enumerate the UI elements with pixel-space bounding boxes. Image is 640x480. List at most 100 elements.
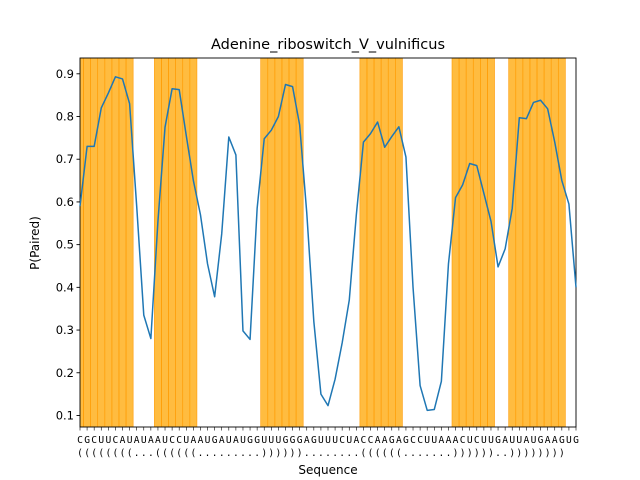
structure-char: .	[212, 448, 218, 459]
sequence-char: C	[368, 435, 374, 446]
structure-char: .	[339, 448, 345, 459]
paired-band	[557, 58, 566, 427]
sequence-char: A	[446, 435, 452, 446]
sequence-char: U	[509, 435, 515, 446]
structure-char: (	[84, 448, 90, 459]
paired-band	[288, 58, 297, 427]
structure-char: .	[502, 448, 508, 459]
structure-tick-labels: ((((((((...((((((.........))))))........…	[77, 448, 565, 459]
structure-char: .	[240, 448, 246, 459]
sequence-char: A	[155, 435, 161, 446]
paired-band	[168, 58, 176, 427]
structure-char: )	[552, 448, 558, 459]
sequence-char: U	[481, 435, 487, 446]
paired-band	[104, 58, 113, 427]
y-ticks: 0.1 0.2 0.3 0.4 0.5 0.6 0.7 0.8 0.9	[56, 67, 80, 422]
sequence-char: U	[516, 435, 522, 446]
y-tick-label: 0.1	[56, 408, 74, 422]
structure-char: (	[162, 448, 168, 459]
sequence-char: C	[460, 435, 466, 446]
structure-char: (	[176, 448, 182, 459]
sequence-char: U	[261, 435, 267, 446]
paired-band	[154, 58, 162, 427]
sequence-char: U	[98, 435, 104, 446]
structure-char: (	[183, 448, 189, 459]
sequence-char: U	[531, 435, 537, 446]
sequence-char: U	[162, 435, 168, 446]
structure-char: )	[545, 448, 551, 459]
structure-char: .	[424, 448, 430, 459]
paired-band	[508, 58, 517, 427]
structure-char: )	[481, 448, 487, 459]
paired-band	[458, 58, 467, 427]
sequence-char: C	[410, 435, 416, 446]
sequence-char: A	[190, 435, 196, 446]
structure-char: (	[382, 448, 388, 459]
sequence-char: C	[77, 435, 83, 446]
sequence-char: A	[438, 435, 444, 446]
sequence-char: A	[233, 435, 239, 446]
y-axis-label: P(Paired)	[28, 216, 42, 270]
structure-char: .	[446, 448, 452, 459]
structure-char: .	[205, 448, 211, 459]
sequence-char: A	[148, 435, 154, 446]
sequence-char: C	[169, 435, 175, 446]
sequence-char: G	[84, 435, 90, 446]
structure-char: .	[304, 448, 310, 459]
structure-char: )	[261, 448, 267, 459]
structure-char: .	[438, 448, 444, 459]
series-line	[79, 76, 577, 412]
sequence-char: U	[566, 435, 572, 446]
sequence-char: A	[545, 435, 551, 446]
paired-highlight-bands	[80, 58, 566, 427]
structure-char: )	[467, 448, 473, 459]
structure-char: .	[148, 448, 154, 459]
paired-band	[366, 58, 375, 427]
paired-band	[97, 58, 106, 427]
x-axis-label: Sequence	[298, 463, 357, 477]
structure-char: .	[495, 448, 501, 459]
structure-char: )	[474, 448, 480, 459]
structure-char: .	[403, 448, 409, 459]
sequence-char: C	[113, 435, 119, 446]
paired-band	[83, 58, 91, 427]
structure-char: .	[233, 448, 239, 459]
sequence-char: G	[495, 435, 501, 446]
sequence-char: A	[524, 435, 530, 446]
sequence-char: A	[375, 435, 381, 446]
paired-band	[90, 58, 99, 427]
y-tick-label: 0.7	[56, 152, 74, 166]
paired-band	[111, 58, 120, 427]
structure-char: .	[325, 448, 331, 459]
sequence-char: A	[382, 435, 388, 446]
sequence-char: A	[353, 435, 359, 446]
structure-char: (	[120, 448, 126, 459]
structure-char: .	[417, 448, 423, 459]
sequence-char: A	[453, 435, 459, 446]
sequence-char: C	[339, 435, 345, 446]
structure-char: (	[77, 448, 83, 459]
structure-char: (	[91, 448, 97, 459]
paired-band	[260, 58, 269, 427]
sequence-char: G	[389, 435, 395, 446]
sequence-char: G	[573, 435, 579, 446]
paired-band	[295, 58, 304, 427]
paired-band	[281, 58, 290, 427]
structure-char: )	[516, 448, 522, 459]
sequence-char: U	[424, 435, 430, 446]
chart-title: Adenine_riboswitch_V_vulnificus	[211, 37, 445, 53]
structure-char: )	[268, 448, 274, 459]
structure-char: (	[368, 448, 374, 459]
paired-band	[182, 58, 191, 427]
sequence-char: C	[91, 435, 97, 446]
structure-char: .	[247, 448, 253, 459]
sequence-char: G	[283, 435, 289, 446]
paired-band	[359, 58, 368, 427]
structure-char: (	[375, 448, 381, 459]
sequence-char: U	[127, 435, 133, 446]
sequence-char: A	[396, 435, 402, 446]
paired-band	[536, 58, 545, 427]
paired-band	[480, 58, 488, 427]
paired-band	[472, 58, 481, 427]
y-tick-label: 0.8	[56, 110, 74, 124]
